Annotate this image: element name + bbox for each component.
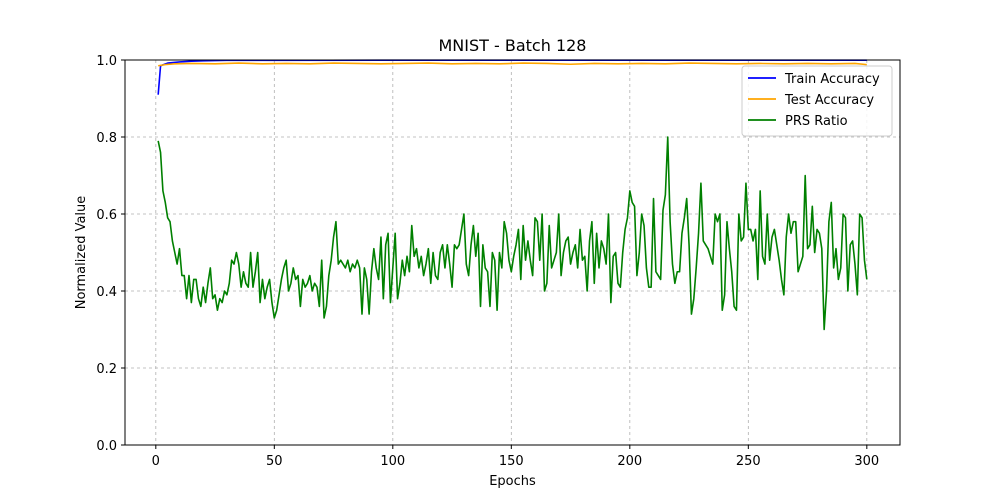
legend-box: [741, 65, 893, 137]
legend-label-train-accuracy: Train Accuracy: [784, 72, 880, 87]
y-tick-label: 1.0: [96, 54, 117, 69]
y-tick-label: 0.0: [96, 439, 117, 454]
legend-label-test-accuracy: Test Accuracy: [784, 93, 874, 108]
x-tick-label: 50: [266, 454, 283, 469]
y-tick-label: 0.4: [96, 285, 117, 300]
x-tick-label: 100: [380, 454, 405, 469]
y-tick-label: 0.8: [96, 131, 117, 146]
axis-ticks: 0 50 100 150 200 250 300 0.0 0.2 0.4 0.6 0.8 1.0: [96, 54, 879, 469]
plot-area-frame: [124, 59, 901, 446]
y-tick-label: 0.6: [96, 208, 117, 223]
y-axis-label: Normalized Value: [74, 196, 89, 310]
series-line-prs-ratio: [157, 136, 868, 331]
x-tick-label: 300: [854, 454, 879, 469]
chart-legend: Train Accuracy Test Accuracy PRS Ratio: [741, 65, 893, 137]
legend-label-prs-ratio: PRS Ratio: [785, 114, 848, 129]
x-tick-label: 0: [152, 454, 160, 469]
x-tick-label: 150: [499, 454, 524, 469]
x-tick-label: 200: [617, 454, 642, 469]
chart-title: MNIST - Batch 128: [439, 36, 587, 55]
grid-lines: [125, 59, 900, 446]
x-tick-label: 250: [736, 454, 761, 469]
series-line-test-accuracy: [158, 62, 867, 67]
y-tick-label: 0.2: [96, 362, 117, 377]
x-axis-label: Epochs: [489, 474, 536, 489]
